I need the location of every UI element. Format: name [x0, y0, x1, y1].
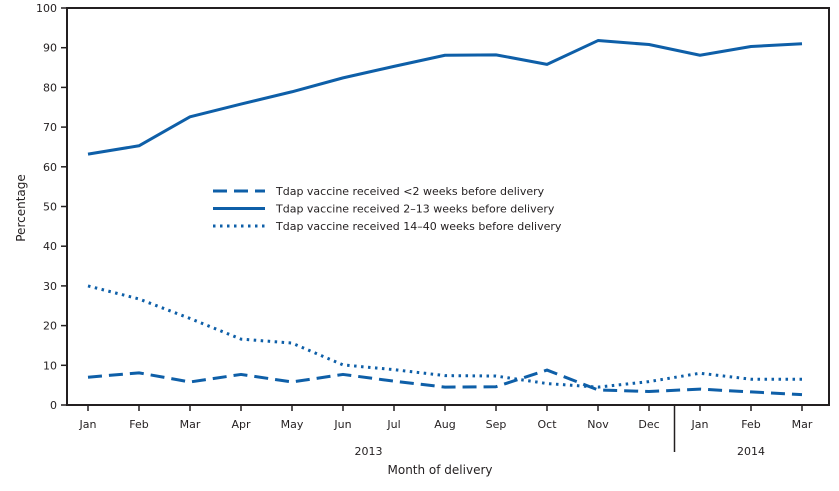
legend: Tdap vaccine received <2 weeks before de… — [213, 185, 562, 233]
x-tick-label: Jun — [333, 418, 351, 431]
series-line-solid — [87, 39, 803, 156]
x-tick-label: Oct — [537, 418, 557, 431]
series-lines — [87, 39, 803, 397]
x-tick-label: Jan — [79, 418, 97, 431]
x-tick-label: Sep — [486, 418, 507, 431]
y-tick-label: 30 — [43, 280, 57, 293]
x-tick-label: May — [281, 418, 304, 431]
x-tick-label: Jul — [386, 418, 400, 431]
x-tick-label: Feb — [741, 418, 760, 431]
year-label: 2014 — [737, 445, 765, 458]
y-tick-label: 50 — [43, 201, 57, 214]
y-tick-label: 80 — [43, 81, 57, 94]
y-tick-label: 10 — [43, 359, 57, 372]
legend-label: Tdap vaccine received 2–13 weeks before … — [275, 203, 555, 216]
y-axis-label: Percentage — [14, 174, 28, 242]
y-tick-label: 20 — [43, 320, 57, 333]
x-tick-label: Mar — [180, 418, 201, 431]
legend-label: Tdap vaccine received 14–40 weeks before… — [275, 220, 562, 233]
legend-label: Tdap vaccine received <2 weeks before de… — [275, 185, 545, 198]
series-line-dotted — [87, 284, 802, 389]
x-tick-label: Apr — [231, 418, 251, 431]
axes: 0 10 20 30 40 50 60 70 80 90 100 Jan Feb Mar Apr May Jun… — [36, 2, 830, 458]
x-tick-label: Nov — [587, 418, 609, 431]
year-label: 2013 — [355, 445, 383, 458]
x-tick-label: Aug — [434, 418, 455, 431]
x-tick-label: Dec — [638, 418, 659, 431]
x-tick-label: Feb — [129, 418, 148, 431]
y-tick-label: 60 — [43, 161, 57, 174]
y-tick-label: 100 — [36, 2, 57, 15]
x-tick-label: Jan — [691, 418, 709, 431]
x-axis-label: Month of delivery — [388, 463, 493, 477]
y-tick-label: 40 — [43, 240, 57, 253]
y-tick-label: 90 — [43, 42, 57, 55]
x-tick-label: Mar — [792, 418, 813, 431]
y-tick-label: 70 — [43, 121, 57, 134]
y-tick-label: 0 — [50, 399, 57, 412]
series-line-dashed — [87, 368, 803, 397]
